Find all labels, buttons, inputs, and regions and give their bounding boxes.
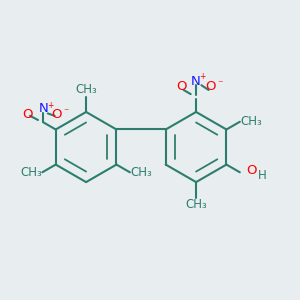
Text: CH₃: CH₃ bbox=[185, 199, 207, 212]
Text: N: N bbox=[38, 103, 48, 116]
Text: O: O bbox=[176, 80, 187, 94]
Text: +: + bbox=[200, 72, 206, 81]
Text: O: O bbox=[23, 107, 33, 121]
Text: O: O bbox=[52, 107, 62, 121]
Text: O: O bbox=[206, 80, 216, 94]
Text: ⁻: ⁻ bbox=[64, 107, 69, 117]
Text: CH₃: CH₃ bbox=[75, 82, 97, 96]
Text: +: + bbox=[47, 100, 53, 109]
Text: CH₃: CH₃ bbox=[130, 166, 152, 179]
Text: CH₃: CH₃ bbox=[240, 115, 262, 128]
Text: H: H bbox=[258, 169, 266, 182]
Text: ⁻: ⁻ bbox=[218, 80, 223, 90]
Text: O: O bbox=[246, 164, 257, 177]
Text: CH₃: CH₃ bbox=[20, 166, 42, 179]
Text: N: N bbox=[191, 74, 201, 88]
